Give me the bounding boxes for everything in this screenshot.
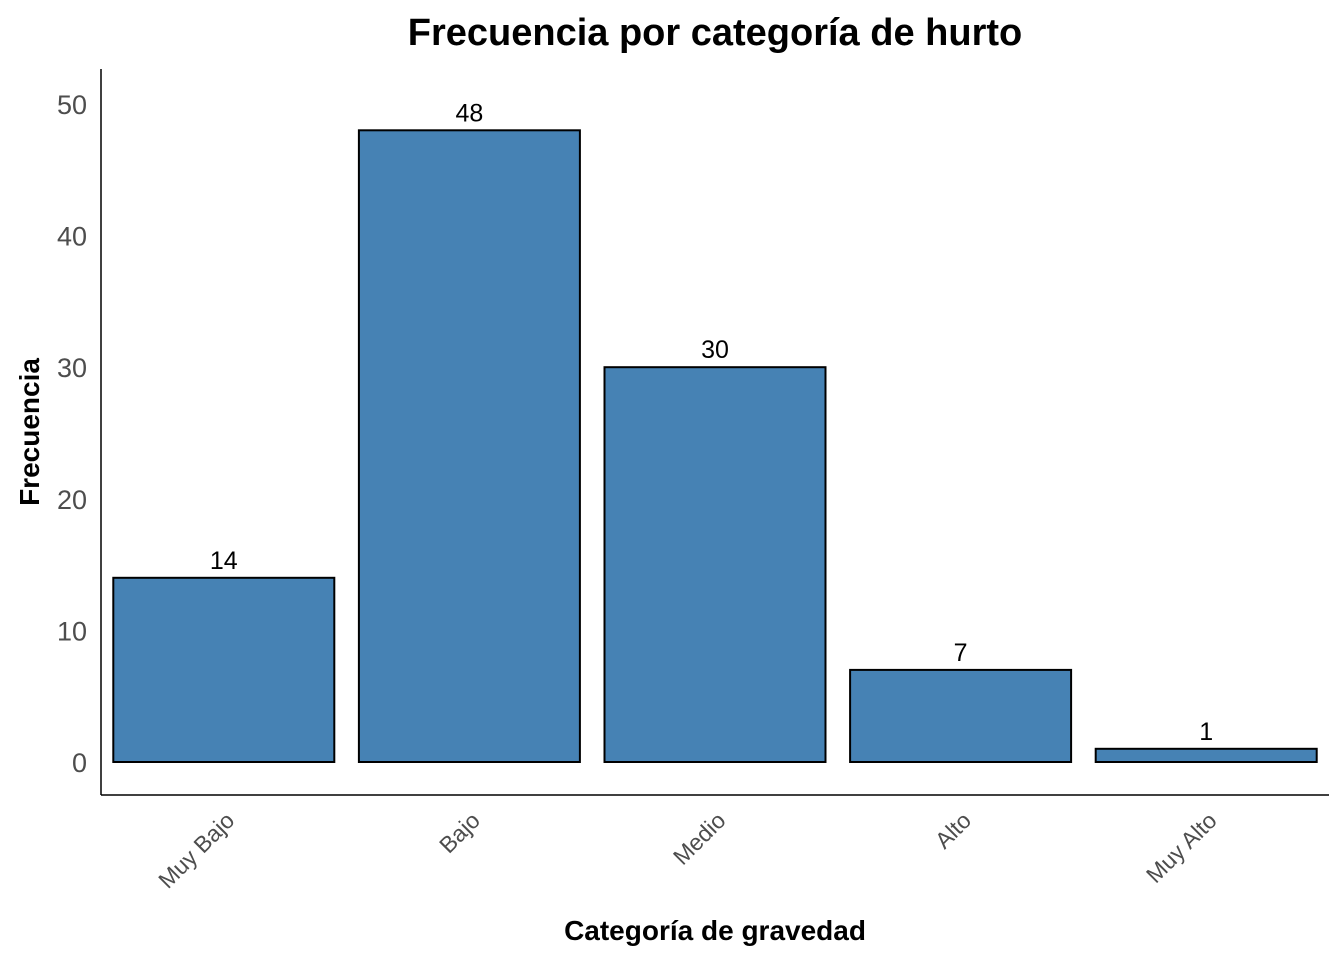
bar-bajo (357, 129, 581, 764)
data-label: 1 (1199, 718, 1213, 746)
bar-muy-bajo (112, 576, 336, 763)
data-label: 30 (701, 336, 729, 364)
chart-title: Frecuencia por categoría de hurto (408, 12, 1022, 54)
x-tick-label: Bajo (434, 807, 485, 858)
data-labels: 14 48 30 7 1 (210, 99, 1213, 746)
data-label: 48 (455, 99, 483, 127)
y-tick-label: 50 (57, 90, 87, 120)
bar-medio (603, 366, 827, 763)
y-tick-label: 30 (57, 353, 87, 383)
bar-alto (849, 668, 1073, 764)
x-tick-label: Medio (668, 807, 731, 870)
bars-group (112, 129, 1318, 764)
y-tick-label: 0 (72, 748, 87, 778)
y-tick-label: 10 (57, 616, 87, 646)
data-label: 7 (954, 639, 968, 667)
y-tick-label: 40 (57, 222, 87, 252)
x-tick-label: Muy Bajo (153, 807, 239, 893)
x-axis-title: Categoría de gravedad (564, 915, 866, 946)
x-tick-label: Alto (930, 807, 976, 853)
data-label: 14 (210, 547, 238, 575)
x-tick-labels: Muy Bajo Bajo Medio Alto Muy Alto (153, 807, 1222, 893)
y-tick-label: 20 (57, 485, 87, 515)
x-tick-label: Muy Alto (1141, 807, 1222, 888)
bar-muy-alto (1094, 747, 1318, 763)
y-axis-title: Frecuencia (14, 358, 45, 506)
y-tick-labels: 0 10 20 30 40 50 (57, 90, 87, 778)
